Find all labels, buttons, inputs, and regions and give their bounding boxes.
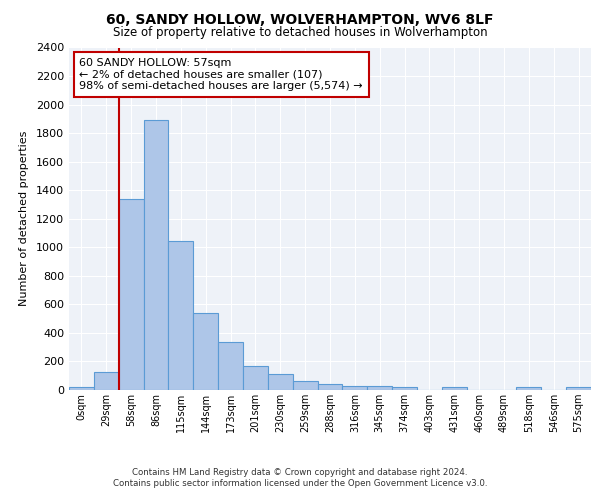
Bar [69,387,94,390]
Bar [392,387,417,390]
Text: 60 SANDY HOLLOW: 57sqm
← 2% of detached houses are smaller (107)
98% of semi-det: 60 SANDY HOLLOW: 57sqm ← 2% of detached … [79,58,363,91]
Bar [442,387,467,390]
Bar [193,313,218,390]
Bar [343,386,367,390]
Bar [517,387,541,390]
Bar [169,241,193,390]
Bar [218,342,243,390]
Bar [293,380,317,390]
Bar [119,199,143,390]
Text: Size of property relative to detached houses in Wolverhampton: Size of property relative to detached ho… [113,26,487,39]
Text: 60, SANDY HOLLOW, WOLVERHAMPTON, WV6 8LF: 60, SANDY HOLLOW, WOLVERHAMPTON, WV6 8LF [106,12,494,26]
Text: Contains HM Land Registry data © Crown copyright and database right 2024.
Contai: Contains HM Land Registry data © Crown c… [113,468,487,487]
Y-axis label: Number of detached properties: Number of detached properties [19,131,29,306]
Bar [317,384,343,390]
Bar [268,374,293,390]
Bar [566,387,591,390]
Bar [94,372,119,390]
Bar [367,386,392,390]
Bar [243,366,268,390]
Bar [143,120,169,390]
